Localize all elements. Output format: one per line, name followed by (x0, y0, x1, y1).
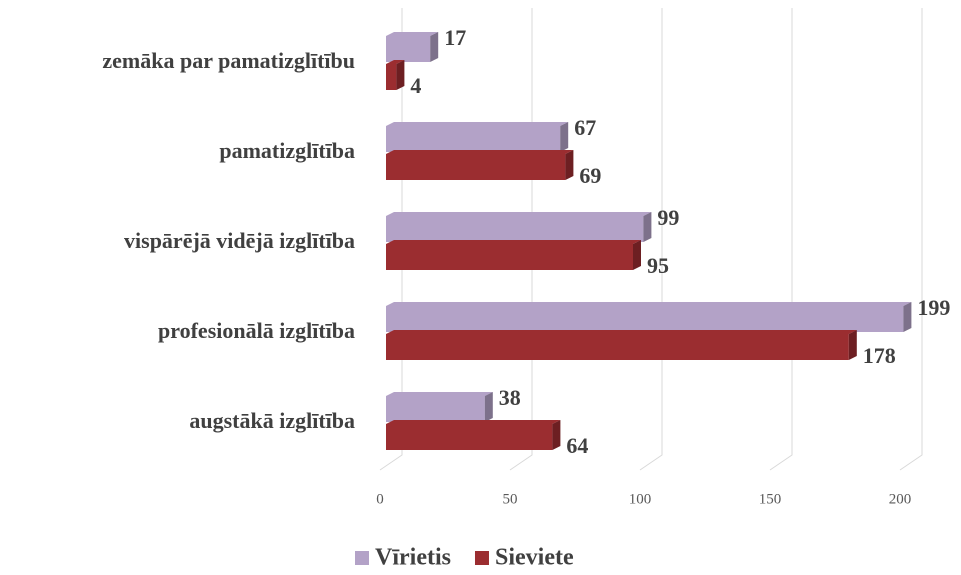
category-label: profesionālā izglītība (158, 318, 355, 343)
bar-top (386, 240, 641, 244)
bar-side (633, 240, 641, 270)
bar-side (903, 302, 912, 332)
legend-label: Vīrietis (375, 545, 451, 571)
bar-side (396, 60, 405, 90)
bar-top (386, 420, 561, 424)
legend-swatch (474, 551, 489, 565)
data-label: 178 (863, 343, 896, 368)
bar-side (643, 212, 652, 242)
bar (386, 36, 431, 62)
category-label: vispārējā vidējā izglītība (124, 228, 355, 253)
bar-top (386, 32, 439, 36)
x-tick-label: 0 (376, 491, 384, 507)
bar-side (552, 420, 561, 450)
x-tick-label: 200 (889, 491, 912, 507)
bar-top (386, 392, 493, 396)
bar-top (386, 302, 912, 306)
x-tick-label: 50 (503, 491, 518, 507)
category-label: pamatizglītība (219, 138, 355, 163)
bar-top (386, 150, 574, 154)
data-label: 99 (657, 205, 679, 230)
category-label: zemāka par pamatizglītību (102, 48, 355, 73)
data-label: 95 (647, 253, 669, 278)
bar-top (386, 330, 857, 334)
data-label: 199 (917, 295, 950, 320)
bar-side (484, 392, 493, 422)
data-label: 67 (574, 115, 596, 140)
category-label: augstākā izglītība (189, 408, 355, 433)
bar-top (386, 60, 405, 64)
bar (386, 216, 644, 242)
bar (386, 306, 904, 332)
data-label: 17 (444, 25, 466, 50)
bar (386, 154, 566, 180)
bar (386, 334, 849, 360)
legend-label: Sieviete (495, 545, 574, 571)
data-label: 4 (410, 73, 421, 98)
bar-side (848, 330, 857, 360)
bar (386, 126, 561, 152)
grid-line (769, 8, 793, 471)
bar-top (386, 122, 569, 126)
bar (386, 424, 553, 450)
bar-side (560, 122, 569, 152)
bar (386, 244, 633, 270)
data-label: 38 (499, 385, 521, 410)
bar (386, 64, 397, 90)
data-label: 64 (566, 433, 588, 458)
data-label: 69 (579, 163, 601, 188)
x-tick-label: 100 (629, 491, 652, 507)
grid-line (639, 8, 663, 471)
bar-top (386, 212, 652, 216)
grid-line (899, 8, 923, 471)
bar (386, 396, 485, 422)
bar-side (430, 32, 439, 62)
bar-side (565, 150, 574, 180)
legend-swatch (355, 551, 369, 565)
x-tick-label: 150 (759, 491, 782, 507)
